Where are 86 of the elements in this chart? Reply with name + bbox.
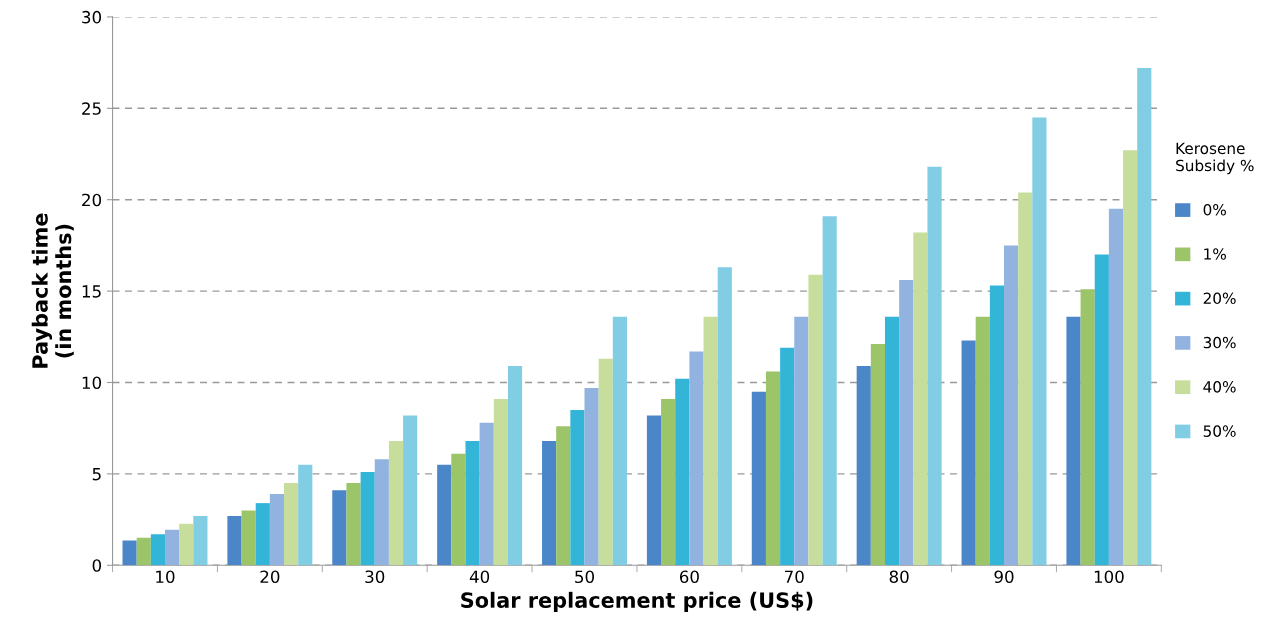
- bar: [122, 540, 137, 566]
- legend-label: 20%: [1203, 292, 1236, 305]
- y-tick-label: 15: [82, 285, 101, 298]
- legend-title: Kerosene Subsidy %: [1176, 142, 1254, 175]
- bar: [856, 366, 871, 566]
- bar: [961, 340, 976, 566]
- legend-label: 50%: [1203, 425, 1236, 437]
- bar: [465, 440, 480, 566]
- x-tick-label: 30: [365, 570, 385, 584]
- bar: [179, 523, 194, 566]
- bar: [927, 166, 942, 566]
- y-tick-label: 20: [82, 193, 102, 207]
- bar: [136, 537, 151, 566]
- bar: [451, 453, 466, 566]
- bar: [255, 503, 270, 566]
- bar: [598, 358, 613, 566]
- bar: [1032, 117, 1047, 566]
- bar: [360, 472, 375, 566]
- bar: [1066, 316, 1081, 566]
- bar: [780, 347, 795, 566]
- bar: [794, 316, 809, 566]
- bar: [1123, 150, 1138, 566]
- bar: [164, 529, 180, 566]
- x-tick-label: 50: [575, 570, 594, 584]
- bar: [542, 440, 557, 566]
- bar: [913, 232, 928, 566]
- x-tick-label: 70: [785, 570, 804, 584]
- y-tick-label: 5: [92, 468, 101, 481]
- bar: [703, 316, 718, 566]
- bar: [507, 366, 523, 566]
- legend-label: 1%: [1204, 248, 1226, 260]
- bar: [689, 351, 704, 566]
- bar: [437, 464, 452, 566]
- x-tick-label: 90: [994, 570, 1014, 584]
- bar: [374, 459, 389, 566]
- bar: [570, 409, 585, 566]
- bar: [1080, 289, 1095, 566]
- bar: [612, 316, 627, 566]
- bar: [1094, 254, 1109, 566]
- bar: [870, 344, 885, 566]
- bar: [765, 371, 781, 566]
- y-tick-label: 30: [82, 10, 102, 24]
- bar: [646, 415, 662, 566]
- legend-label: 40%: [1203, 381, 1236, 393]
- bar: [899, 280, 914, 566]
- x-tick-label: 60: [679, 570, 699, 584]
- bar: [1108, 208, 1124, 566]
- x-tick-label: 20: [260, 570, 280, 584]
- y-tick-label: 10: [82, 376, 102, 390]
- x-tick-label: 40: [469, 570, 490, 584]
- bar: [403, 415, 418, 566]
- bar: [298, 464, 313, 566]
- bar: [661, 398, 676, 566]
- y-tick-label: 0: [92, 559, 102, 572]
- bar: [822, 216, 837, 566]
- bar: [584, 387, 599, 566]
- bar: [269, 493, 285, 566]
- bar: [556, 426, 571, 566]
- bar: [1004, 245, 1019, 566]
- x-tick-label: 80: [889, 570, 909, 584]
- bar: [284, 483, 299, 566]
- bar: [884, 316, 900, 566]
- bar: [989, 285, 1005, 566]
- legend-label: 0%: [1203, 203, 1226, 216]
- bar: [346, 483, 361, 566]
- bar: [675, 378, 690, 566]
- bar: [227, 515, 242, 566]
- y-axis-title: Payback time (in months): [31, 213, 74, 368]
- bar: [150, 534, 165, 566]
- x-tick-label: 100: [1094, 570, 1124, 584]
- bar: [1018, 192, 1033, 566]
- bar: [479, 422, 494, 566]
- bar: [751, 391, 766, 566]
- bar: [332, 490, 347, 566]
- x-tick-label: 10: [156, 570, 175, 584]
- bar: [193, 515, 208, 566]
- bar: [388, 440, 404, 566]
- y-tick-label: 25: [82, 102, 101, 115]
- x-axis-title: Solar replacement price (US$): [461, 591, 813, 612]
- bar: [975, 316, 990, 566]
- bar: [1137, 68, 1152, 566]
- bar: [717, 267, 732, 566]
- bar: [808, 274, 823, 566]
- legend-label: 30%: [1203, 336, 1236, 349]
- bar: [493, 398, 508, 566]
- bar: [241, 510, 256, 566]
